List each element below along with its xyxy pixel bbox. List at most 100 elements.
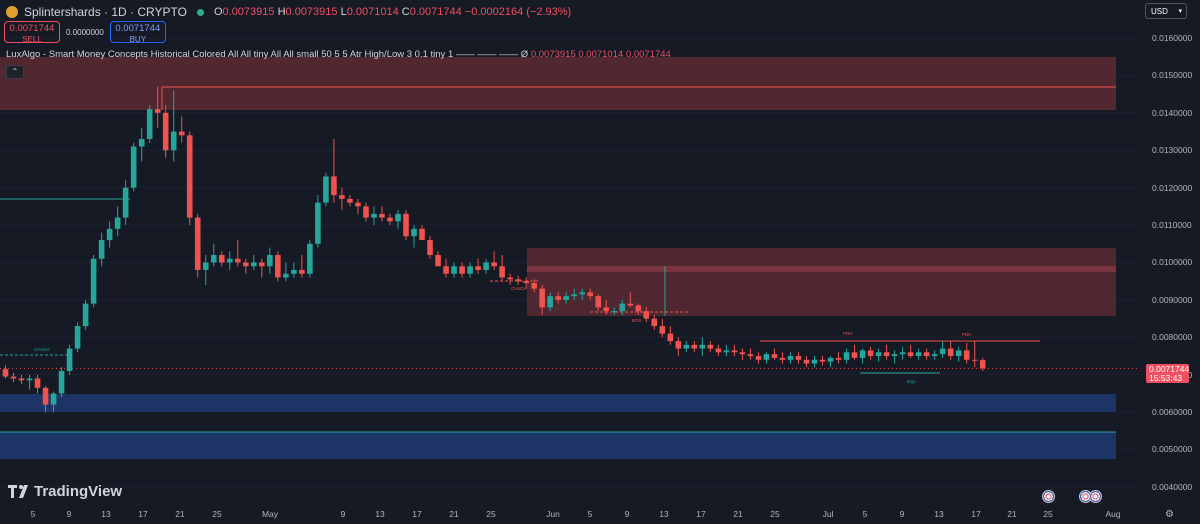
- candle: [715, 348, 722, 353]
- splintershards-logo-icon: [6, 6, 18, 18]
- time-axis-label: 21: [1007, 509, 1017, 519]
- candle: [907, 352, 914, 357]
- candle: [955, 350, 962, 357]
- candle: [154, 109, 161, 113]
- time-axis-label: 9: [624, 509, 630, 519]
- candle: [2, 369, 9, 377]
- candle: [859, 350, 866, 358]
- buy-label: BUY: [129, 35, 147, 44]
- candle: [939, 348, 946, 355]
- candle: [435, 255, 441, 267]
- price-axis-label: 0.0040000: [1152, 481, 1193, 492]
- candle: [178, 131, 185, 136]
- candle: [683, 344, 690, 349]
- candle: [883, 352, 890, 357]
- open-value: 0.0073915: [222, 6, 275, 18]
- supply-zone-band: [527, 266, 1116, 272]
- tradingview-logo[interactable]: TradingView: [8, 483, 122, 500]
- candle: [355, 202, 361, 207]
- candle: [114, 217, 121, 229]
- candle: [627, 303, 634, 306]
- candle: [122, 187, 129, 218]
- candle: [138, 139, 145, 147]
- candle: [667, 333, 674, 342]
- buy-price: 0.0071744: [115, 23, 161, 34]
- candle: [547, 296, 553, 308]
- time-axis-label: 13: [934, 509, 944, 519]
- sell-button[interactable]: 0.0071744 SELL: [4, 21, 60, 44]
- candle: [851, 352, 858, 358]
- currency-selector[interactable]: USD ▾: [1145, 3, 1187, 19]
- candle: [283, 273, 289, 278]
- candle: [403, 213, 409, 237]
- candle: [42, 387, 49, 405]
- price-axis-label: 0.0120000: [1152, 182, 1193, 193]
- time-axis-label: 25: [1043, 509, 1053, 519]
- candle: [50, 393, 57, 405]
- candle: [699, 344, 706, 349]
- candle: [387, 217, 393, 222]
- ohlc-readout: O0.0073915 H0.0073915 L0.0071014 C0.0071…: [213, 6, 572, 18]
- candle: [419, 228, 425, 241]
- supply-zone: [527, 248, 1116, 316]
- candle: [643, 311, 650, 319]
- candle: [162, 112, 169, 151]
- time-axis-label: 25: [486, 509, 496, 519]
- indicator-legend[interactable]: LuxAlgo - Smart Money Concepts Historica…: [6, 49, 671, 60]
- candle: [483, 262, 489, 270]
- candle: [395, 213, 401, 222]
- candle: [90, 258, 97, 304]
- candle: [747, 354, 754, 357]
- candle: [891, 354, 898, 357]
- candle: [867, 350, 874, 357]
- candle: [923, 352, 930, 357]
- time-axis-label: 17: [412, 509, 422, 519]
- candle: [275, 255, 281, 278]
- candle: [587, 292, 594, 297]
- candle: [875, 352, 882, 357]
- candle: [331, 176, 337, 196]
- indicator-values: 0.0073915 0.0071014 0.0071744: [530, 49, 671, 60]
- candle: [98, 240, 105, 259]
- time-axis-label: Jun: [546, 509, 560, 519]
- pdh-label: PDH: [843, 331, 853, 336]
- candle: [26, 378, 33, 381]
- candle: [146, 109, 153, 140]
- candle: [811, 359, 818, 364]
- candle: [291, 269, 297, 274]
- economic-event-flag-icon[interactable]: [1089, 490, 1102, 503]
- price-axis-label: 0.0150000: [1152, 70, 1193, 81]
- candle: [515, 279, 521, 282]
- candle: [226, 258, 233, 263]
- change-value: −0.0002164 (−2.93%): [464, 6, 572, 18]
- candle: [651, 318, 658, 327]
- time-axis-label: 21: [733, 509, 743, 519]
- candle: [507, 277, 513, 280]
- candle: [755, 356, 762, 360]
- economic-event-flag-icon[interactable]: [1042, 490, 1055, 503]
- bos-label: BOS: [632, 318, 642, 323]
- candle: [771, 354, 778, 358]
- settings-gear-icon[interactable]: ⚙: [1165, 509, 1174, 520]
- symbol-title[interactable]: Splintershards · 1D · CRYPTO: [24, 5, 187, 19]
- candle: [451, 266, 457, 274]
- choch-label: CHoCH: [511, 286, 527, 291]
- price-axis-label: 0.0130000: [1152, 145, 1193, 156]
- time-axis-label: 21: [175, 509, 185, 519]
- collapse-legend-icon[interactable]: ⌃: [6, 65, 24, 79]
- candle: [619, 303, 626, 312]
- spread-value: 0.0000000: [66, 27, 104, 37]
- candle: [210, 255, 217, 263]
- buy-button[interactable]: 0.0071744 BUY: [109, 21, 166, 44]
- candle: [659, 326, 666, 334]
- candle: [467, 266, 473, 274]
- candle: [531, 283, 537, 289]
- time-axis-label: 5: [587, 509, 593, 519]
- candle: [899, 352, 906, 355]
- candle: [106, 228, 113, 241]
- candle: [843, 352, 850, 360]
- candle: [251, 262, 257, 267]
- candle: [218, 255, 225, 263]
- candle: [827, 357, 834, 362]
